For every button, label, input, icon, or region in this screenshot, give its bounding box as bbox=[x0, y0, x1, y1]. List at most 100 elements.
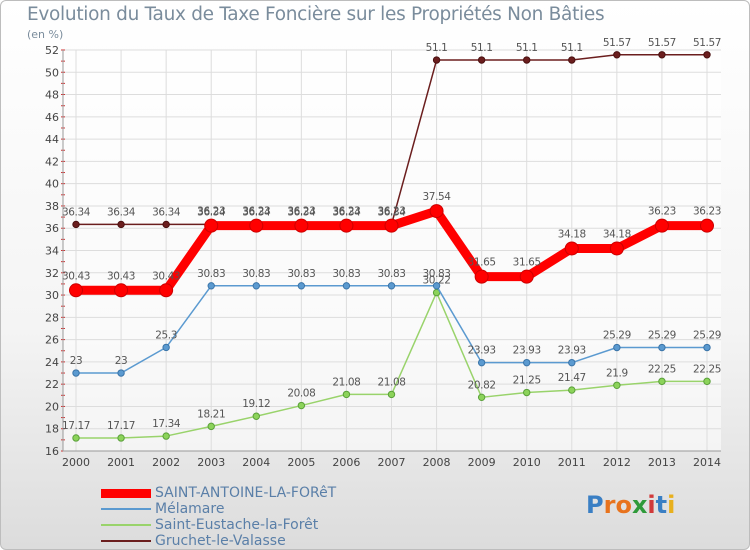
data-label: 17.17 bbox=[107, 420, 135, 432]
data-label: 30.83 bbox=[287, 268, 315, 280]
x-tick-label: 2000 bbox=[62, 456, 90, 469]
data-point bbox=[432, 56, 441, 64]
data-label: 36.34 bbox=[152, 206, 181, 218]
data-point bbox=[477, 393, 486, 402]
data-label: 20.82 bbox=[468, 379, 496, 391]
y-tick-label: 50 bbox=[45, 66, 59, 79]
data-point bbox=[658, 377, 666, 386]
data-point bbox=[474, 269, 489, 284]
x-tick-label: 2008 bbox=[423, 456, 451, 469]
data-label: 23.93 bbox=[468, 345, 496, 357]
series-saint-antoine-la-for-t: 30.43 30.43 30.43 36.23 36.23 36.23 36.23 36.23… bbox=[62, 191, 721, 298]
data-label: 36.34 bbox=[242, 206, 271, 218]
data-label: 21.08 bbox=[377, 376, 405, 388]
data-point bbox=[613, 51, 621, 59]
data-point bbox=[432, 282, 441, 290]
data-point bbox=[523, 358, 531, 367]
y-tick-label: 32 bbox=[45, 267, 59, 280]
data-label: 36.23 bbox=[332, 206, 360, 218]
logo-letter: t bbox=[655, 491, 668, 519]
data-point bbox=[703, 51, 711, 59]
x-tick-label: 2011 bbox=[558, 456, 586, 469]
logo-letter: i bbox=[667, 491, 676, 519]
data-label: 23.93 bbox=[513, 345, 541, 357]
data-point bbox=[384, 218, 399, 233]
data-point bbox=[477, 358, 486, 367]
y-tick-label: 52 bbox=[45, 44, 59, 57]
data-point bbox=[387, 282, 396, 290]
data-label: 36.23 bbox=[377, 206, 405, 218]
data-point bbox=[339, 218, 354, 233]
logo-letter: o bbox=[615, 491, 632, 519]
data-label: 31.65 bbox=[468, 257, 496, 269]
series-m-lamare: 23 23 25.3 30.83 30.83 30.83 30.83 30.83 30.83 23… bbox=[70, 268, 721, 377]
data-label: 36.34 bbox=[377, 206, 406, 218]
data-label: 36.23 bbox=[648, 206, 676, 218]
data-point bbox=[609, 241, 624, 256]
y-tick-label: 22 bbox=[45, 378, 59, 391]
data-label: 36.23 bbox=[287, 206, 315, 218]
data-label: 30.83 bbox=[197, 268, 225, 280]
data-point bbox=[69, 283, 83, 298]
x-tick-label: 2013 bbox=[648, 456, 676, 469]
data-point bbox=[162, 220, 170, 229]
data-label: 22.25 bbox=[648, 363, 676, 375]
legend-label: SAINT-ANTOINE-LA-FORêT bbox=[155, 485, 337, 501]
data-label: 23.93 bbox=[558, 345, 586, 357]
legend-swatch bbox=[101, 508, 151, 510]
y-tick-label: 46 bbox=[45, 111, 59, 124]
data-label: 36.34 bbox=[62, 206, 91, 218]
data-point bbox=[252, 282, 260, 290]
x-tick-label: 2004 bbox=[242, 456, 270, 469]
legend-swatch bbox=[101, 524, 151, 526]
data-point bbox=[613, 381, 621, 389]
data-label: 21.25 bbox=[513, 375, 541, 387]
data-label: 21.47 bbox=[558, 372, 586, 384]
data-point bbox=[294, 218, 309, 233]
data-point bbox=[207, 422, 215, 431]
data-label: 51.1 bbox=[471, 42, 493, 54]
data-label: 36.34 bbox=[197, 206, 226, 218]
data-label: 30.83 bbox=[332, 268, 360, 280]
legend-label: Gruchet-le-Valasse bbox=[155, 533, 286, 549]
data-label: 34.18 bbox=[558, 228, 586, 240]
data-point bbox=[658, 51, 666, 59]
legend-label: Saint-Eustache-la-Forêt bbox=[155, 517, 319, 533]
y-tick-label: 26 bbox=[45, 334, 59, 347]
x-tick-label: 2006 bbox=[332, 456, 360, 469]
data-point bbox=[703, 377, 711, 386]
legend-label: Mélamare bbox=[155, 501, 225, 517]
x-tick-label: 2007 bbox=[378, 456, 406, 469]
data-point bbox=[114, 283, 129, 298]
data-label: 51.1 bbox=[561, 42, 583, 54]
data-point bbox=[297, 401, 306, 410]
x-tick-label: 2002 bbox=[152, 456, 180, 469]
data-point bbox=[249, 218, 264, 233]
y-tick-label: 28 bbox=[45, 311, 59, 324]
y-tick-label: 44 bbox=[45, 133, 59, 146]
data-point bbox=[117, 434, 125, 442]
x-tick-label: 2003 bbox=[197, 456, 225, 469]
data-point bbox=[523, 56, 531, 64]
data-label: 25.29 bbox=[648, 330, 676, 342]
data-label: 17.17 bbox=[62, 420, 90, 432]
data-point bbox=[204, 218, 219, 233]
data-label: 36.23 bbox=[693, 206, 721, 218]
legend-swatch bbox=[101, 488, 151, 498]
data-point bbox=[297, 282, 306, 290]
y-tick-label: 40 bbox=[45, 178, 59, 191]
legend-swatch bbox=[101, 540, 151, 542]
data-label: 25.29 bbox=[603, 330, 631, 342]
y-tick-label: 20 bbox=[45, 400, 59, 413]
data-point bbox=[568, 56, 576, 64]
data-label: 51.57 bbox=[648, 37, 676, 49]
data-label: 19.12 bbox=[242, 398, 270, 410]
data-point bbox=[658, 343, 666, 352]
data-point bbox=[613, 343, 621, 352]
data-label: 51.1 bbox=[426, 42, 448, 54]
logo-letter: i bbox=[647, 491, 656, 519]
data-label: 36.34 bbox=[287, 206, 316, 218]
data-label: 21.9 bbox=[606, 367, 628, 379]
series-saint-eustache-la-for-t: 17.17 17.17 17.34 18.21 19.12 20.08 21.08 21.08… bbox=[62, 275, 721, 442]
